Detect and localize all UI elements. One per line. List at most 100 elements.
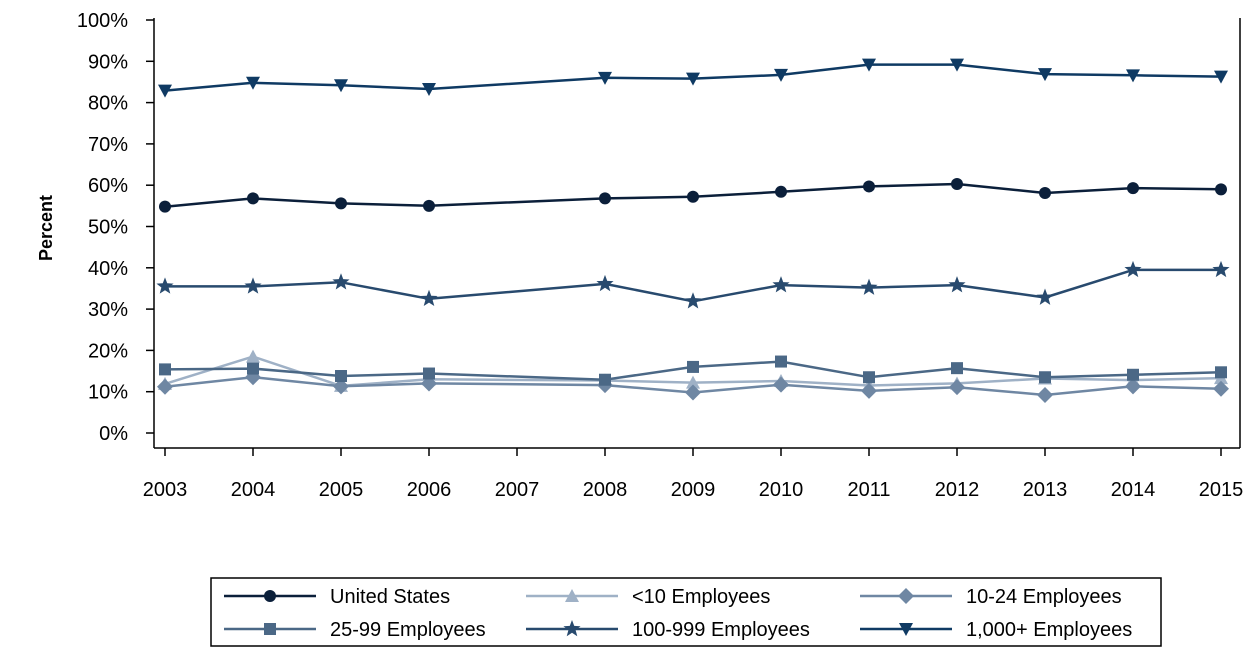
- x-tick-label: 2004: [231, 479, 276, 501]
- data-point: [247, 192, 259, 205]
- data-point: [156, 277, 174, 294]
- data-point: [1036, 288, 1054, 305]
- data-point: [157, 378, 173, 395]
- x-tick-label: 2006: [407, 479, 452, 501]
- data-point: [1039, 187, 1051, 200]
- data-point: [1039, 371, 1051, 384]
- axes: 0% 10% 20% 30% 40% 50% 60% 70% 80% 90% 100% 2003 200…: [77, 10, 1243, 501]
- data-point: [772, 276, 790, 293]
- data-point: [948, 276, 966, 293]
- x-tick-label: 2009: [671, 479, 716, 501]
- legend-marker: [563, 620, 581, 637]
- legend-item: United States: [224, 586, 450, 608]
- y-tick-label: 30%: [88, 299, 128, 321]
- series-3: [159, 355, 1227, 386]
- data-point: [862, 58, 876, 72]
- data-point: [685, 384, 701, 401]
- data-point: [1215, 183, 1227, 196]
- data-point: [335, 370, 347, 383]
- y-tick-label: 40%: [88, 258, 128, 280]
- legend-marker: [565, 589, 579, 602]
- data-point: [686, 375, 700, 389]
- series-layer: [156, 58, 1230, 404]
- series-line: [164, 355, 1222, 388]
- data-point: [598, 71, 612, 85]
- data-point: [775, 355, 787, 368]
- x-tick-label: 2005: [319, 479, 364, 501]
- x-tick-label: 2007: [495, 479, 540, 501]
- data-point: [774, 68, 788, 82]
- data-point: [596, 274, 614, 292]
- legend-label: <10 Employees: [632, 586, 770, 608]
- data-point: [334, 79, 348, 93]
- data-point: [158, 84, 172, 98]
- series-line: [164, 360, 1222, 381]
- x-tick-label: 2012: [935, 479, 980, 501]
- x-tick-label: 2014: [1111, 479, 1156, 501]
- data-point: [773, 376, 789, 393]
- data-point: [333, 378, 349, 395]
- y-tick-label: 50%: [88, 217, 128, 239]
- data-point: [686, 72, 700, 86]
- data-point: [861, 382, 877, 399]
- data-point: [335, 197, 347, 210]
- y-tick-label: 90%: [88, 51, 128, 73]
- data-point: [860, 278, 878, 295]
- data-point: [1125, 378, 1141, 395]
- legend: United States <10 Employees 10-24 Employee…: [210, 577, 1162, 647]
- data-point: [159, 363, 171, 376]
- data-point: [949, 379, 965, 396]
- legend-box: [210, 577, 1162, 647]
- legend-label: 100-999 Employees: [632, 619, 810, 641]
- legend-label: 1,000+ Employees: [966, 619, 1132, 641]
- series-line: [164, 182, 1222, 208]
- data-point: [1215, 366, 1227, 379]
- data-point: [775, 185, 787, 198]
- data-point: [420, 289, 438, 307]
- x-tick-label: 2015: [1199, 479, 1244, 501]
- x-tick-label: 2010: [759, 479, 804, 501]
- x-tick-label: 2003: [143, 479, 188, 501]
- data-point: [1124, 260, 1142, 278]
- data-point: [1214, 70, 1228, 84]
- y-tick-label: 10%: [88, 382, 128, 404]
- data-point: [159, 200, 171, 213]
- y-tick-label: 60%: [88, 175, 128, 197]
- data-point: [863, 371, 875, 384]
- legend-label: United States: [330, 586, 450, 608]
- legend-item: 25-99 Employees: [224, 619, 486, 641]
- data-point: [684, 292, 702, 309]
- data-point: [247, 362, 259, 375]
- series-0: [159, 177, 1227, 213]
- series-5: [158, 58, 1228, 98]
- data-point: [599, 373, 611, 386]
- legend-marker: [264, 590, 276, 602]
- data-point: [423, 199, 435, 212]
- data-point: [1126, 69, 1140, 83]
- data-point: [246, 349, 260, 363]
- data-point: [1037, 387, 1053, 404]
- legend-item: 100-999 Employees: [526, 619, 810, 641]
- y-tick-label: 0%: [99, 423, 128, 445]
- legend-marker: [264, 623, 276, 635]
- series-line: [165, 268, 1221, 303]
- series-line: [164, 375, 1222, 397]
- x-tick-label: 2011: [847, 479, 890, 501]
- legend-item: 1,000+ Employees: [860, 619, 1132, 641]
- data-point: [599, 192, 611, 205]
- data-point: [246, 76, 260, 90]
- data-point: [687, 190, 699, 203]
- legend-marker: [898, 588, 914, 604]
- legend-label: 10-24 Employees: [966, 586, 1122, 608]
- series-line: [164, 63, 1222, 92]
- data-point: [687, 360, 699, 373]
- data-point: [951, 362, 963, 375]
- data-point: [1213, 380, 1229, 397]
- data-point: [1212, 260, 1230, 278]
- data-point: [1038, 68, 1052, 82]
- y-tick-label: 80%: [88, 93, 128, 115]
- legend-item: <10 Employees: [526, 586, 770, 608]
- y-tick-label: 100%: [77, 10, 128, 32]
- data-point: [951, 177, 963, 190]
